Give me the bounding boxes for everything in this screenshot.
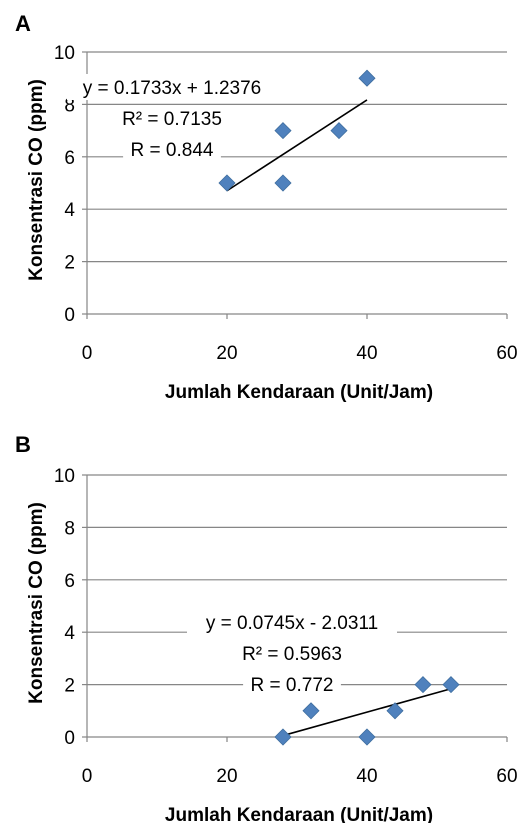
data-point [358,728,376,746]
annotation-background [243,671,341,697]
regression-annotation-line: R² = 0.7135 [122,109,222,130]
data-point [274,122,292,140]
trendline [226,99,368,192]
annotation-background [232,640,352,666]
regression-annotation-line: y = 0.0745x - 2.0311 [206,613,378,634]
y-tick-label: 10 [54,43,75,64]
y-tick-label: 2 [64,253,75,274]
data-point [386,702,404,720]
data-point [330,122,348,140]
x-tick-label: 0 [82,766,93,787]
data-point [414,676,432,694]
x-tick-label: 0 [82,343,93,364]
x-tick-label: 60 [496,766,517,787]
chart-panel-b: 0 2 4 6 8 10 0 20 40 60 Jumlah Kendaraan (Unit/Jam… [15,432,518,823]
data-point [274,174,292,192]
x-tick-label: 20 [216,343,237,364]
annotation-background [123,136,221,162]
y-axis-title: Konsentrasi CO (ppm) [26,502,47,704]
annotation-background [112,105,232,131]
y-tick-label: 2 [64,676,75,697]
data-point [358,69,376,87]
y-tick-label: 4 [64,200,75,221]
x-tick-label: 40 [356,766,377,787]
y-tick-label: 10 [54,466,75,487]
regression-annotation-line: R² = 0.5963 [242,644,342,665]
y-tick-label: 0 [64,305,75,326]
regression-annotation-line: y = 0.1733x + 1.2376 [83,78,262,99]
y-tick-label: 4 [64,623,75,644]
data-point [274,728,292,746]
y-tick-label: 6 [64,148,75,169]
annotation-background [187,609,397,635]
x-tick-label: 40 [356,343,377,364]
regression-annotation-line: R = 0.772 [251,675,334,696]
regression-annotation-line: R = 0.844 [131,140,214,161]
data-point [218,174,236,192]
trendline [282,687,452,737]
y-tick-label: 6 [64,571,75,592]
x-tick-label: 60 [496,343,517,364]
data-point [302,702,320,720]
y-tick-label: 8 [64,518,75,539]
x-axis-title: Jumlah Kendaraan (Unit/Jam) [165,805,433,823]
y-tick-label: 8 [64,95,75,116]
annotation-background [67,74,277,100]
panel-label: A [15,11,31,36]
chart-panel-a: 0 2 4 6 8 10 0 20 40 60 Jumlah Kendaraan (Unit/Jam… [15,11,518,403]
data-point [442,676,460,694]
x-axis-title: Jumlah Kendaraan (Unit/Jam) [165,382,433,403]
x-tick-label: 20 [216,766,237,787]
panel-label: B [15,432,31,457]
y-tick-label: 0 [64,728,75,749]
y-axis-title: Konsentrasi CO (ppm) [26,79,47,281]
